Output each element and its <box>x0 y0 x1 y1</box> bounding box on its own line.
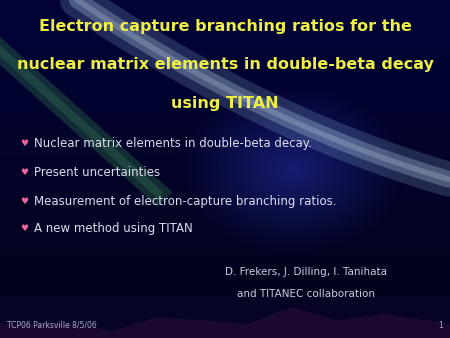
Text: ♥: ♥ <box>21 168 29 177</box>
Text: D. Frekers, J. Dilling, I. Tanihata: D. Frekers, J. Dilling, I. Tanihata <box>225 267 387 277</box>
Text: Present uncertainties: Present uncertainties <box>34 166 160 179</box>
Text: ♥: ♥ <box>21 139 29 148</box>
Text: and TITANEC collaboration: and TITANEC collaboration <box>237 289 375 299</box>
Text: nuclear matrix elements in double-beta decay: nuclear matrix elements in double-beta d… <box>17 57 433 72</box>
Text: Measurement of electron-capture branching ratios.: Measurement of electron-capture branchin… <box>34 195 336 208</box>
Text: ♥: ♥ <box>21 197 29 206</box>
Text: Electron capture branching ratios for the: Electron capture branching ratios for th… <box>39 19 411 33</box>
Text: A new method using TITAN: A new method using TITAN <box>34 222 193 235</box>
Text: using TITAN: using TITAN <box>171 96 279 111</box>
Text: TCP06 Parksville 8/5/06: TCP06 Parksville 8/5/06 <box>7 320 96 330</box>
Text: Nuclear matrix elements in double-beta decay.: Nuclear matrix elements in double-beta d… <box>34 137 311 150</box>
Bar <box>0 297 450 338</box>
Polygon shape <box>0 308 450 338</box>
Text: ♥: ♥ <box>21 224 29 233</box>
Text: 1: 1 <box>438 320 443 330</box>
